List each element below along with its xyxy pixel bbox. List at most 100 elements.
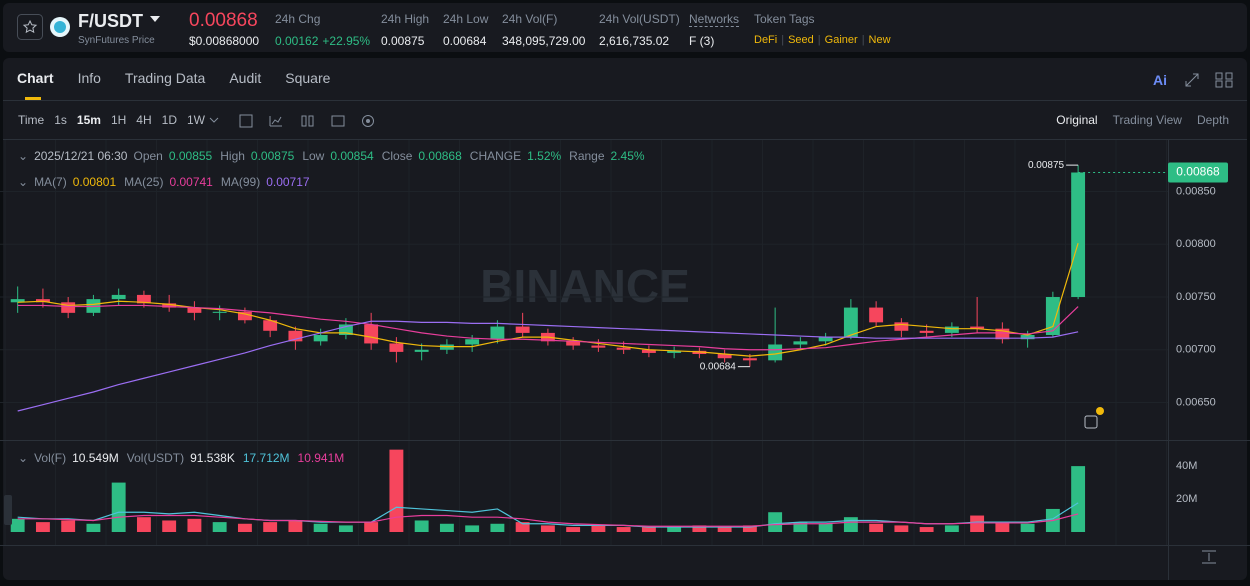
tag[interactable]: Seed [788,34,814,46]
chart: BINANCE 12:00 14:00 16:00 18:00 20:00 22:00 00… [0,140,1250,580]
volume-legend: ⌄ Vol(F) 10.549M Vol(USDT) 91.538K 17.712M 10.… [18,451,346,465]
volume-bar [61,520,76,532]
candle-body [237,311,252,321]
tag[interactable]: Gainer [824,34,858,46]
volume-bar [616,527,631,532]
candle-body [490,326,505,340]
tab[interactable]: Square [285,70,331,86]
x-tick-label: 16:00 [698,552,726,564]
tab[interactable]: Audit [229,70,262,86]
interval[interactable]: 1D [161,113,177,127]
tags-label: Token Tags [754,12,815,26]
legend-label: Low [302,149,325,163]
x-tick-label: 20:00 [799,552,827,564]
candle-body [288,330,303,342]
volume-bar [970,515,985,532]
stat-label: 24h Vol(USDT) [599,12,680,26]
annotation-label: 0.00684 [700,361,737,372]
legend-label: High [220,149,245,163]
symbol[interactable]: F/USDT [78,11,143,31]
price-source[interactable]: SynFutures Price [78,35,155,46]
candle-body [995,328,1010,340]
tabs: Chart Info Trading Data Audit Square [17,70,354,100]
interval[interactable]: 4H [136,113,152,127]
volume-bar [894,525,909,532]
volume-bar [540,525,555,532]
x-tick-label: 12/20 [345,552,373,564]
tab[interactable]: Info [77,70,101,86]
legend-value: 0.00741 [169,175,213,189]
candle-body [641,349,656,353]
stat-value: F (3) [689,34,714,48]
token-logo [50,17,70,37]
legend-label: Vol(F) [34,451,67,465]
volume-bar [338,525,353,532]
view-option[interactable]: Original [1056,113,1098,127]
y-tick-label: 0.00650 [1176,396,1216,408]
intervals: Time 1s 15m 1H 4H 1D 1W [18,113,205,127]
legend-value: 2.45% [610,149,645,163]
x-tick-label: 10:00 [1153,552,1181,564]
dropdown-icon[interactable] [150,16,160,24]
candle-body [61,302,76,313]
volume-bar [944,525,959,532]
legend-value: 91.538K [190,451,235,465]
volume-bar [212,522,227,532]
legend-value: 0.00855 [168,149,213,163]
candle-body [515,326,530,333]
candle-body [768,344,783,361]
tab-indicator [25,97,41,100]
volume-bar [995,522,1010,532]
stat-label: 24h High [381,12,430,26]
tag-separator: | [861,34,865,46]
x-tick-label: 06:00 [446,552,474,564]
toolbar-icons[interactable] [208,114,378,128]
volume-bar [1020,523,1035,532]
x-tick-label: 00:00 [900,552,928,564]
candle-body [111,294,126,300]
volume-bar [919,527,934,532]
favorite-button[interactable] [17,14,43,40]
ai-button[interactable]: Ai [1153,72,1167,88]
x-tick-label: 22:00 [850,552,878,564]
volume-ma-line [17,513,1079,527]
last-price-tag [1168,162,1228,183]
stat-value: 2,616,735.02 [599,34,669,48]
volume-bar [641,527,656,532]
tab[interactable]: Chart [17,70,78,100]
volume-bar [591,525,606,532]
tag[interactable]: DeFi [754,34,778,46]
candle-body [944,326,959,333]
volume-bar [1071,466,1086,532]
volume-bar [465,525,480,532]
view-option[interactable]: Trading View [1112,113,1182,127]
tags: DeFi | Seed | Gainer | New [754,34,891,46]
view-option[interactable]: Depth [1196,113,1229,127]
interval[interactable]: 1W [186,113,205,127]
candle-body [793,341,808,345]
legend-value: 0.00801 [72,175,117,189]
volume-bar [313,523,328,532]
candle-body [1020,335,1035,340]
tag[interactable]: New [868,34,891,46]
chart-tools[interactable] [1184,72,1240,88]
alert-icon[interactable] [1084,415,1098,429]
stat-value: 348,095,729.00 [502,34,586,48]
interval[interactable]: 1s [54,113,67,127]
legend-value: 0.00717 [266,175,310,189]
interval[interactable]: 1H [110,113,127,127]
collapse-icon: ⌄ [18,451,29,465]
interval[interactable]: 15m [76,113,101,127]
legend-label: CHANGE [469,149,522,163]
tab[interactable]: Trading Data [124,70,206,86]
stat-value: 0.00684 [443,34,487,48]
legend-label: Vol(USDT) [126,451,185,465]
ma-line [17,304,1079,351]
volume-bar [86,523,101,532]
last-price-label: 0.00868 [1176,165,1220,179]
volume-bar [263,522,278,532]
header: F/USDT SynFutures Price 0.00868 $0.00868… [3,3,1247,52]
views: Original Trading View Depth [1056,113,1229,127]
tag-separator: | [817,34,821,46]
y-tick-label: 20M [1176,493,1197,505]
